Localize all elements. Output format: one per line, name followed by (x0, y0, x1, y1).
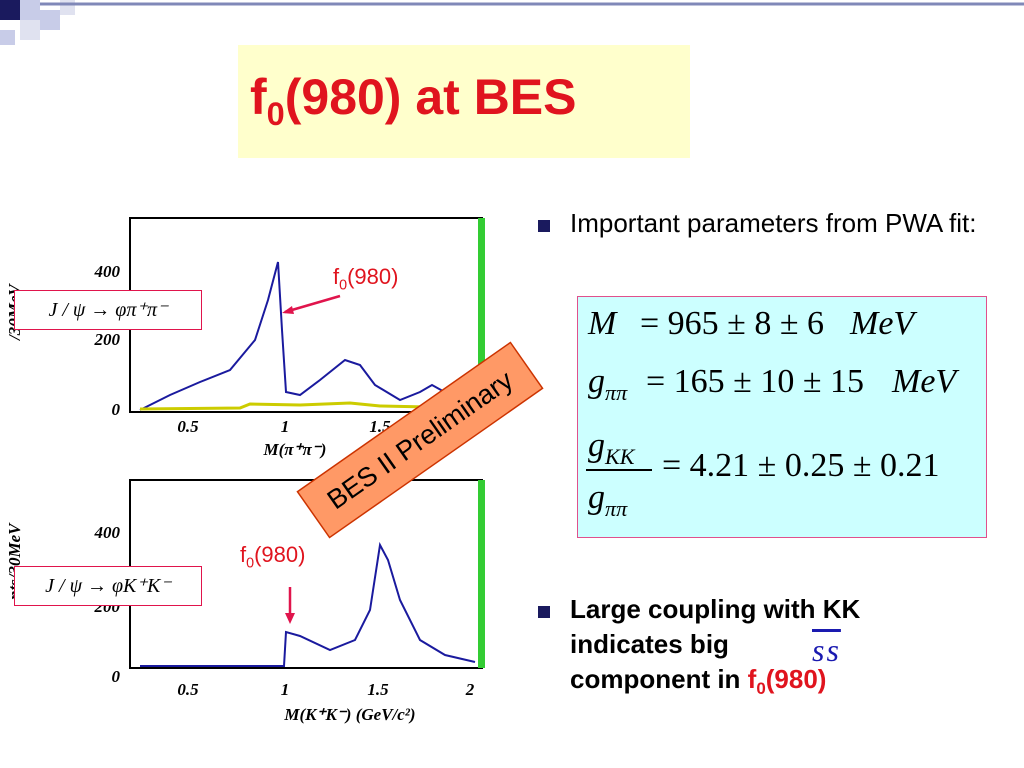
annotation-text: (980) (347, 264, 399, 289)
annotation-text: f (240, 542, 247, 567)
annotation: f0(980) (240, 542, 305, 571)
highlight-text: f (747, 664, 757, 694)
bullet (538, 606, 550, 618)
y-tick-label: 200 (94, 330, 121, 349)
title-box (238, 45, 690, 158)
x-axis-label: M(K⁺K⁻) (GeV/c²) (283, 705, 415, 724)
title-sub: 0 (266, 96, 285, 132)
stamp-text: BES II Preliminary (322, 365, 519, 516)
title-text: (980) at BES (284, 69, 577, 125)
decay-label: J / ψ → φK⁺K⁻ (14, 566, 202, 606)
formula-unit: MeV (850, 305, 915, 342)
annotation: f0(980) (333, 264, 398, 293)
bullet-text: Important parameters from PWA fit: (570, 208, 977, 238)
bullet-line: component in (570, 664, 741, 694)
corner-decoration (0, 0, 1024, 45)
symbol: g (588, 363, 605, 400)
formula-lhs: M (588, 305, 617, 342)
highlight: f0(980) (747, 664, 827, 698)
y-tick-label: 400 (94, 262, 121, 281)
symbol-sub: KK (605, 443, 635, 469)
decay-label: J / ψ → φπ⁺π⁻ (14, 290, 202, 330)
annotation-sub: 0 (246, 555, 255, 572)
x-tick-label: 1 (281, 680, 290, 699)
fraction-bar (586, 469, 652, 471)
y-tick-label: 0 (112, 400, 121, 419)
symbol-sub: ππ (605, 495, 628, 521)
formula-ss: ss (812, 632, 841, 668)
annotation-text: (980) (254, 542, 306, 567)
symbol-sub: ππ (605, 379, 628, 405)
formula-unit: MeV (892, 363, 957, 400)
stamp: BES II Preliminary (296, 341, 544, 539)
formula-rhs: = 4.21 ± 0.25 ± 0.21 (662, 447, 940, 484)
symbol: g (588, 479, 605, 516)
formula-rhs: = 165 ± 10 ± 15 (646, 363, 864, 400)
title-text: f (250, 69, 267, 125)
bullet-line: Large coupling with KK indicates big (570, 594, 861, 659)
y-tick-label: 400 (94, 523, 121, 542)
x-tick-label: 0.5 (177, 680, 199, 699)
formula-box: M = 965 ± 8 ± 6 MeV gππ = 165 ± 10 ± 15 … (577, 296, 987, 538)
plot-2: nts/30MeV 400 200 0 0.5 1 1.5 2 M(K⁺K⁻) … (5, 479, 485, 724)
x-tick-label: 1 (281, 417, 290, 436)
annotation-text: f (333, 264, 340, 289)
formula-rhs: = 965 ± 8 ± 6 (640, 305, 824, 342)
bullet (538, 220, 550, 232)
x-tick-label: 1.5 (367, 680, 389, 699)
highlight-sub: 0 (756, 679, 766, 699)
ratio-num: gKK (588, 427, 634, 470)
x-axis-label: M(π⁺π⁻) (263, 440, 327, 459)
x-tick-label: 2 (465, 680, 475, 699)
bullet-text: Large coupling with KK indicates big com… (570, 592, 970, 706)
ratio-den: gππ (588, 479, 627, 522)
symbol: g (588, 427, 605, 464)
highlight-text: (980) (765, 664, 827, 694)
annotation-sub: 0 (339, 277, 348, 294)
y-tick-label: 0 (112, 667, 121, 686)
formula-lhs: gππ (588, 363, 627, 406)
x-tick-label: 0.5 (177, 417, 199, 436)
title: f0(980) at BES (250, 68, 577, 133)
